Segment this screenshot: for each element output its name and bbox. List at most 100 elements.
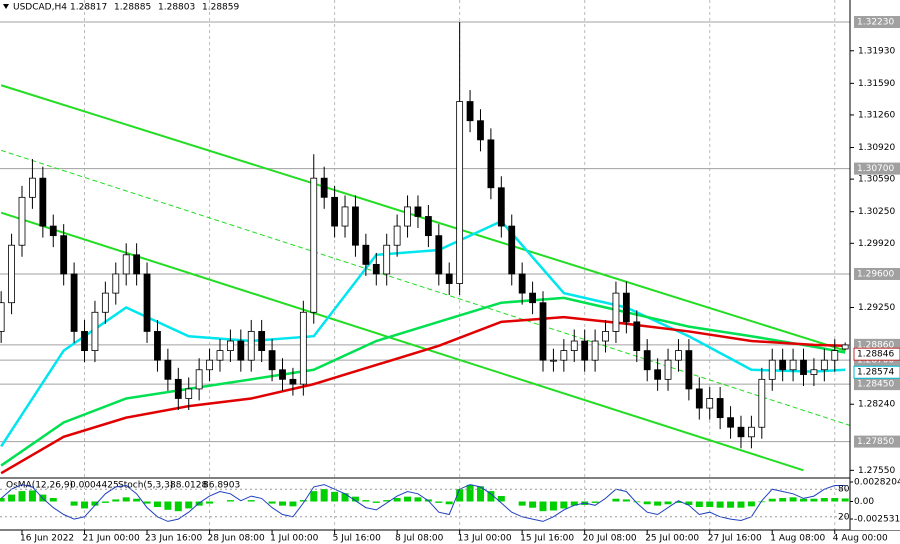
candle-body bbox=[404, 206, 411, 227]
osma-bar bbox=[268, 501, 276, 504]
osma-bar bbox=[779, 498, 787, 502]
candle-body bbox=[299, 311, 307, 385]
candle-body bbox=[841, 344, 849, 350]
x-tick-label: 23 Jun 16:00 bbox=[145, 534, 202, 544]
y-tick-label: 1.27550 bbox=[858, 466, 895, 476]
osma-bar bbox=[716, 501, 724, 508]
osma-bar bbox=[18, 491, 26, 502]
menu-icon[interactable] bbox=[3, 4, 9, 9]
osma-bar bbox=[674, 501, 682, 503]
y2-tick-label: -0.0025314 bbox=[854, 515, 900, 525]
osma-bar bbox=[404, 496, 412, 502]
osma-bar bbox=[331, 491, 339, 502]
x-tick-label: 13 Jul 00:00 bbox=[458, 534, 512, 544]
indicator-value: 86.8903 bbox=[203, 481, 240, 491]
candle-body bbox=[383, 244, 391, 275]
level-label: 1.28450 bbox=[857, 380, 894, 390]
osma-bar bbox=[768, 498, 776, 502]
header-value: 1.28817 bbox=[70, 3, 107, 13]
candle-body bbox=[362, 244, 370, 265]
trendline bbox=[0, 84, 846, 352]
candle-body bbox=[539, 302, 547, 361]
x-tick-label: 20 Jul 08:00 bbox=[583, 534, 637, 544]
candle-body bbox=[414, 206, 422, 217]
header-value: 1.28885 bbox=[114, 3, 151, 13]
osma-bar bbox=[299, 500, 307, 502]
osma-bar bbox=[372, 501, 380, 503]
candle-body bbox=[716, 398, 724, 419]
price-marker-label: 1.28846 bbox=[857, 350, 894, 360]
stoch-tick-label: 20 bbox=[838, 512, 850, 522]
x-tick-label: 16 Jun 2022 bbox=[20, 534, 74, 544]
candle-body bbox=[206, 359, 213, 371]
candle-body bbox=[258, 331, 266, 351]
y2-tick-label: 0.00 bbox=[854, 497, 874, 507]
osma-bar bbox=[591, 501, 599, 503]
osma-bar bbox=[622, 499, 630, 502]
x-tick-label: 1 Jul 00:00 bbox=[270, 534, 319, 544]
osma-bar bbox=[8, 494, 16, 502]
osma-bar bbox=[174, 501, 182, 512]
candle-body bbox=[477, 120, 484, 141]
candle-body bbox=[508, 225, 516, 275]
osma-bar bbox=[466, 484, 474, 502]
candle-body bbox=[560, 350, 568, 361]
x-tick-label: 27 Jul 16:00 bbox=[708, 534, 762, 544]
candle-body bbox=[675, 350, 682, 361]
candle-body bbox=[49, 225, 57, 237]
y-tick-label: 1.31930 bbox=[858, 46, 895, 56]
candle-body bbox=[445, 273, 453, 284]
candle-body bbox=[456, 101, 464, 284]
osma-bar bbox=[362, 500, 370, 502]
indicator-name: Stoch(5,3,3) bbox=[118, 481, 173, 491]
candle-body bbox=[800, 359, 807, 375]
osma-bar bbox=[685, 501, 693, 505]
indicator-value: 88.0128 bbox=[170, 481, 207, 491]
header-value: 1.28859 bbox=[202, 3, 239, 13]
candle-body bbox=[122, 254, 130, 275]
x-tick-label: 28 Jun 08:00 bbox=[208, 534, 265, 544]
candle-body bbox=[8, 244, 15, 304]
x-tick-label: 25 Jul 00:00 bbox=[645, 534, 699, 544]
y-tick-label: 1.30590 bbox=[858, 175, 895, 185]
stoch-tick-label: 80 bbox=[838, 485, 850, 495]
osma-bar bbox=[497, 495, 505, 502]
candle-body bbox=[487, 139, 495, 189]
candle-body bbox=[185, 388, 193, 399]
symbol: USDCAD,H4 bbox=[13, 3, 67, 13]
candle-body bbox=[91, 311, 99, 351]
candle-body bbox=[372, 263, 380, 275]
osma-bar bbox=[529, 501, 537, 508]
osma-bar bbox=[383, 500, 391, 502]
osma-bar bbox=[456, 489, 464, 502]
osma-bar bbox=[393, 498, 401, 502]
osma-bar bbox=[445, 501, 453, 505]
header-value: 1.28803 bbox=[158, 3, 195, 13]
osma-bar bbox=[185, 501, 193, 509]
candle-body bbox=[581, 340, 589, 361]
stoch-line bbox=[0, 484, 846, 522]
candle-body bbox=[154, 331, 161, 361]
candle-body bbox=[29, 177, 36, 198]
candle-body bbox=[195, 369, 203, 390]
price-marker-label: 1.28574 bbox=[857, 368, 894, 378]
candle-body bbox=[133, 254, 141, 275]
osma-bar bbox=[320, 489, 328, 502]
candle-body bbox=[60, 235, 68, 275]
candle-body bbox=[654, 369, 662, 380]
level-label-bg bbox=[854, 378, 900, 391]
osma-bar bbox=[695, 501, 703, 508]
candle-body bbox=[758, 378, 766, 428]
candle-body bbox=[643, 350, 651, 371]
candle-body bbox=[320, 177, 328, 198]
level-label: 1.28860 bbox=[857, 340, 894, 350]
osma-bar bbox=[153, 501, 161, 508]
candle-body bbox=[550, 359, 557, 362]
y-tick-label: 1.29920 bbox=[858, 239, 895, 249]
candle-body bbox=[602, 331, 609, 342]
osma-bar bbox=[727, 501, 735, 508]
osma-bar bbox=[612, 498, 620, 502]
level-label: 1.30700 bbox=[857, 164, 894, 174]
indicator-value: 0.0004425 bbox=[70, 481, 119, 491]
